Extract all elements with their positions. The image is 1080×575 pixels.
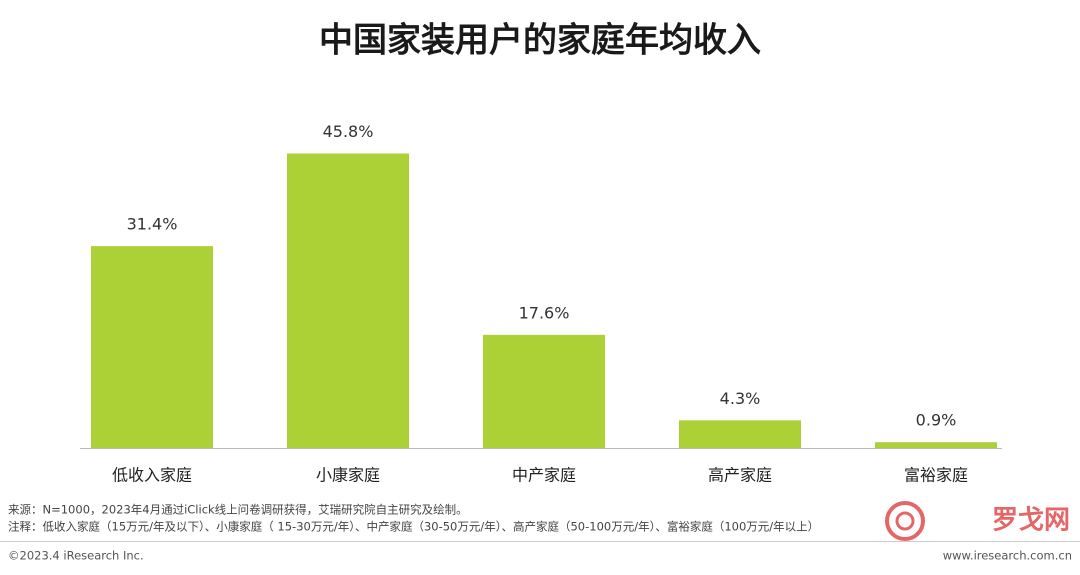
bar <box>483 334 605 448</box>
x-tick-label: 小康家庭 <box>316 466 380 485</box>
bar <box>91 246 213 448</box>
website: www.iresearch.com.cn <box>943 549 1072 563</box>
bar <box>679 420 801 448</box>
logo-ring <box>885 501 925 541</box>
x-tick-label: 富裕家庭 <box>904 466 968 485</box>
x-tick-label: 高产家庭 <box>708 466 772 485</box>
logo-ring <box>895 511 915 531</box>
x-tick-label: 中产家庭 <box>512 466 576 485</box>
x-tick-label: 低收入家庭 <box>112 466 192 485</box>
data-label: 17.6% <box>519 303 570 322</box>
chart-title: 中国家装用户的家庭年均收入 <box>319 21 761 61</box>
bar <box>875 442 997 448</box>
bar <box>287 153 409 449</box>
watermark-logo: 罗戈网 <box>885 501 1070 541</box>
footnote: 注释：低收入家庭（15万元/年及以下）、小康家庭（ 15-30万元/年）、中产家… <box>8 520 819 534</box>
copyright: ©2023.4 iResearch Inc. <box>8 549 144 563</box>
data-label: 45.8% <box>323 122 374 141</box>
source-note: 来源：N=1000，2023年4月通过iClick线上问卷调研获得，艾瑞研究院自… <box>8 503 468 517</box>
data-label: 0.9% <box>916 411 957 430</box>
data-label: 31.4% <box>127 215 178 234</box>
watermark-text: 罗戈网 <box>992 506 1070 536</box>
data-label: 4.3% <box>720 389 761 408</box>
